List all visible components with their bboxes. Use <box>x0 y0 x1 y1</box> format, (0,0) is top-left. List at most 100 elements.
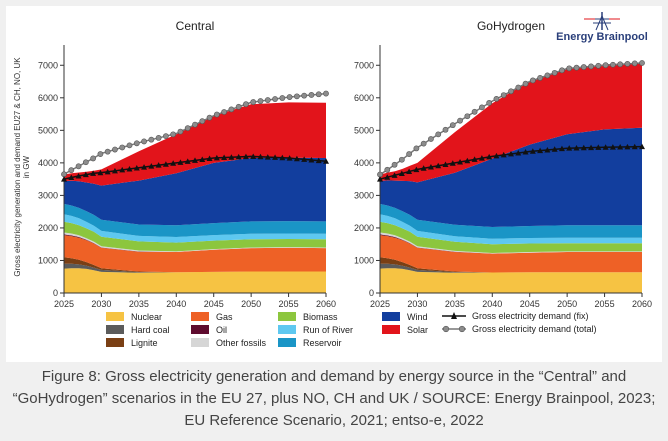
legend-swatch-wind <box>382 312 400 321</box>
marker-demand-total <box>133 140 140 147</box>
area-biomass <box>64 221 326 252</box>
area-solar <box>380 62 642 183</box>
marker-demand-total <box>449 122 456 129</box>
marker-demand-total <box>177 128 184 135</box>
marker-demand-fix <box>184 158 191 164</box>
chart-legend: Nuclear Hard coal Lignite Gas Oil Other fossi… <box>106 311 597 348</box>
area-run-of-river <box>64 214 326 243</box>
y-tick-label: 5000 <box>38 125 58 135</box>
legend-label-nuclear: Nuclear <box>131 312 162 322</box>
legend-swatch-nuclear <box>106 312 124 321</box>
marker-demand-total <box>184 125 191 132</box>
marker-demand-fix <box>420 165 427 171</box>
marker-demand-fix <box>493 152 500 159</box>
marker-demand-total <box>112 146 118 153</box>
marker-demand-total <box>428 136 434 142</box>
marker-demand-total <box>566 65 573 72</box>
marker-demand-total <box>213 111 220 118</box>
area-nuclear <box>380 268 642 293</box>
legend-swatch-solar <box>382 325 400 334</box>
marker-demand-total <box>279 95 286 101</box>
legend-label-reservoir: Reservoir <box>303 338 342 348</box>
marker-demand-total <box>192 121 198 128</box>
marker-demand-total <box>162 133 169 140</box>
marker-demand-fix <box>228 154 235 160</box>
x-tick-label: 2035 <box>445 299 465 309</box>
marker-demand-fix <box>315 157 322 164</box>
marker-demand-total <box>602 62 609 69</box>
y-tick-label: 0 <box>53 288 58 298</box>
marker-demand-fix <box>573 144 580 151</box>
y-tick-label: 6000 <box>354 93 374 103</box>
x-tick-label: 2030 <box>91 299 111 309</box>
marker-demand-fix <box>580 144 587 151</box>
x-tick-label: 2055 <box>595 299 615 309</box>
y-tick-label: 0 <box>369 288 374 298</box>
marker-demand-fix <box>529 148 536 154</box>
marker-demand-fix <box>377 176 383 182</box>
marker-demand-fix <box>609 144 616 150</box>
marker-demand-fix <box>391 172 398 178</box>
legend-label-other-fossils: Other fossils <box>216 338 267 348</box>
marker-demand-fix <box>406 168 413 175</box>
marker-demand-fix <box>104 168 111 175</box>
marker-demand-fix <box>119 166 126 173</box>
marker-demand-total <box>500 92 507 98</box>
legend-marker-demand-total <box>458 325 466 333</box>
legend-label-wind: Wind <box>407 312 428 322</box>
marker-demand-total <box>148 136 155 143</box>
marker-demand-fix <box>631 143 638 150</box>
area-other-fossils <box>380 232 642 254</box>
marker-demand-fix <box>449 160 456 166</box>
marker-demand-fix <box>90 170 97 176</box>
legend-swatch-run-of-river <box>278 325 296 334</box>
marker-demand-fix <box>500 151 507 158</box>
marker-demand-fix <box>213 154 220 161</box>
marker-demand-fix <box>522 149 529 155</box>
marker-demand-total <box>471 108 478 115</box>
marker-demand-total <box>75 163 82 170</box>
marker-demand-total <box>221 109 228 115</box>
logo-pylon-icon <box>584 12 620 31</box>
marker-demand-fix <box>126 165 133 172</box>
y-axis-label-line2: in GW <box>22 155 31 178</box>
marker-demand-fix <box>141 164 148 170</box>
marker-demand-total <box>573 64 580 71</box>
y-axis-label-line1: Gross electricity generation and demand … <box>13 57 22 277</box>
legend-swatch-other-fossils <box>191 338 209 347</box>
marker-demand-fix <box>639 143 645 150</box>
marker-demand-fix <box>398 170 405 176</box>
marker-demand-fix <box>588 144 595 151</box>
marker-demand-total <box>264 97 271 103</box>
marker-demand-fix <box>170 160 177 166</box>
marker-demand-total <box>406 151 413 157</box>
marker-demand-fix <box>435 162 442 169</box>
caption-line-2: “GoHydrogen” scenarios in the EU 27, plu… <box>12 390 656 407</box>
marker-demand-fix <box>544 146 551 153</box>
area-wind <box>380 127 642 227</box>
marker-demand-total <box>595 62 602 69</box>
x-tick-label: 2030 <box>407 299 427 309</box>
marker-demand-total <box>508 88 514 95</box>
marker-demand-fix <box>323 158 329 164</box>
marker-demand-fix <box>235 153 242 160</box>
legend-label-demand-total: Gross electricity demand (total) <box>472 324 597 334</box>
legend-swatch-oil <box>191 325 209 334</box>
x-tick-label: 2050 <box>557 299 577 309</box>
legend-label-oil: Oil <box>216 325 227 335</box>
marker-demand-fix <box>413 166 420 173</box>
marker-demand-total <box>391 161 398 168</box>
x-tick-label: 2050 <box>241 299 261 309</box>
marker-demand-total <box>286 94 293 100</box>
marker-demand-total <box>478 104 485 111</box>
marker-demand-fix <box>558 145 565 152</box>
y-tick-label: 1000 <box>38 255 58 265</box>
marker-demand-total <box>537 75 544 81</box>
legend-swatch-biomass <box>278 312 296 321</box>
marker-demand-fix <box>515 149 522 156</box>
area-nuclear <box>64 268 326 293</box>
area-gas <box>380 235 642 273</box>
marker-demand-total <box>580 64 587 70</box>
x-tick-label: 2040 <box>482 299 502 309</box>
legend-label-solar: Solar <box>407 325 428 335</box>
